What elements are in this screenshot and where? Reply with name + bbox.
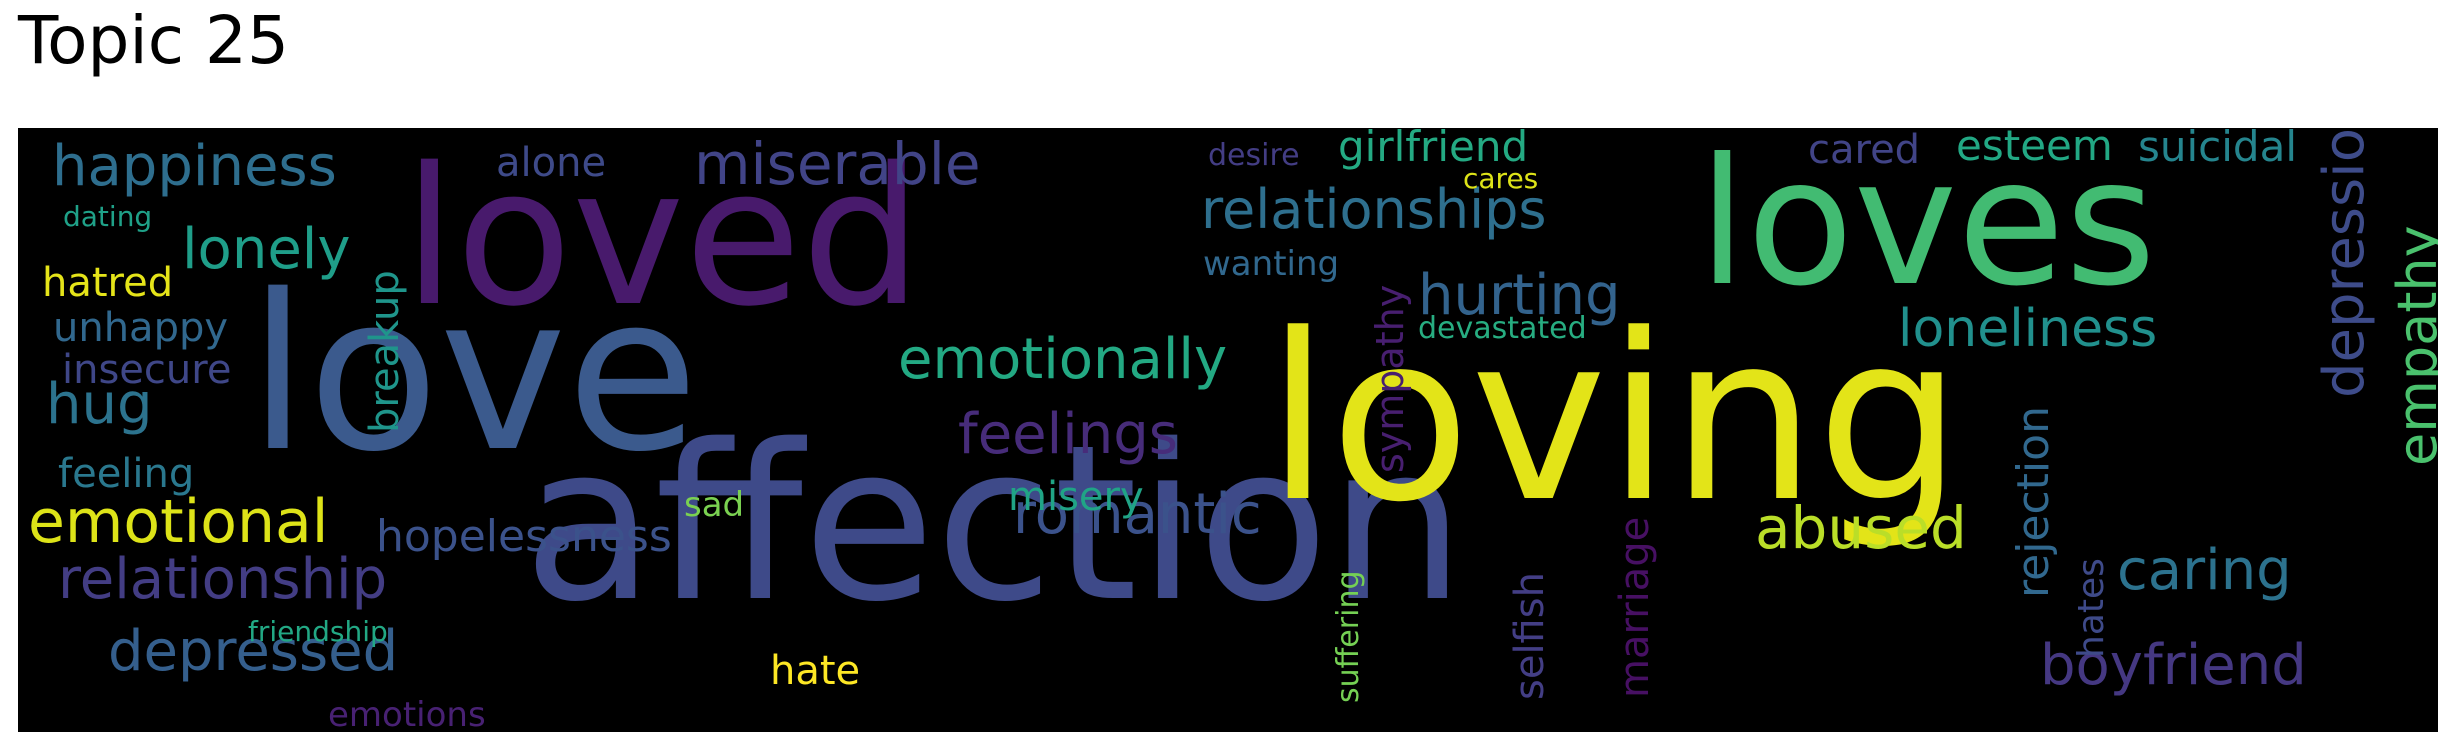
word-sad: sad <box>684 485 744 525</box>
word-selfish: selfish <box>1507 572 1553 700</box>
word-wanting: wanting <box>1203 244 1339 284</box>
word-loves: loves <box>1698 128 2156 325</box>
word-desire: desire <box>1208 138 1300 173</box>
word-girlfriend: girlfriend <box>1338 128 1528 171</box>
word-dating: dating <box>63 200 152 233</box>
word-esteem: esteem <box>1956 128 2113 170</box>
word-lonely: lonely <box>182 217 350 282</box>
word-hurting: hurting <box>1418 263 1621 328</box>
word-happiness: happiness <box>52 134 337 199</box>
word-cared: cared <box>1808 128 1920 173</box>
word-cloud-background <box>18 128 2438 732</box>
word-hopelessness: hopelessness <box>376 511 672 562</box>
word-friendship: friendship <box>248 615 388 648</box>
word-loved: loved <box>403 128 922 348</box>
word-hate: hate <box>770 648 860 694</box>
word-insecure: insecure <box>62 347 231 393</box>
word-suicidal: suicidal <box>2138 128 2297 171</box>
word-suffering: suffering <box>1331 571 1366 704</box>
word-depression: depression <box>2312 128 2377 398</box>
word-unhappy: unhappy <box>53 305 228 351</box>
word-devastated: devastated <box>1418 311 1587 346</box>
word-loving: loving <box>1266 286 1962 553</box>
chart-title: Topic 25 <box>18 2 289 79</box>
word-depressed: depressed <box>108 619 398 684</box>
word-alone: alone <box>496 140 606 186</box>
word-hates: hates <box>2071 558 2112 658</box>
word-affection: affection <box>523 398 1465 649</box>
word-breakup: breakup <box>362 270 408 433</box>
word-emotional: emotional <box>28 487 328 557</box>
word-love: love <box>248 248 699 499</box>
word-relationship: relationship <box>58 547 387 612</box>
word-cares: cares <box>1463 162 1538 195</box>
word-hug: hug <box>46 372 153 437</box>
word-abused: abused <box>1755 494 1967 562</box>
word-miserable: miserable <box>694 130 981 198</box>
word-marriage: marriage <box>1612 517 1658 698</box>
word-rejection: rejection <box>2008 406 2059 598</box>
word-cloud: affection loving love loved loves miserable re… <box>18 128 2438 732</box>
word-loneliness: loneliness <box>1898 299 2157 359</box>
word-romantic: romantic <box>1013 482 1262 547</box>
word-misery: misery <box>1008 474 1144 520</box>
word-emotions: emotions <box>328 695 486 732</box>
word-caring: caring <box>2117 538 2292 603</box>
word-sympathy: sympathy <box>1368 285 1412 473</box>
word-feelings: feelings <box>958 402 1178 467</box>
word-boyfriend: boyfriend <box>2040 633 2307 698</box>
word-hatred: hatred <box>42 260 173 306</box>
word-feeling: feeling <box>58 451 194 497</box>
word-relationships: relationships <box>1201 178 1547 241</box>
word-emotionally: emotionally <box>898 327 1227 392</box>
word-empathy: empathy <box>2386 225 2438 466</box>
